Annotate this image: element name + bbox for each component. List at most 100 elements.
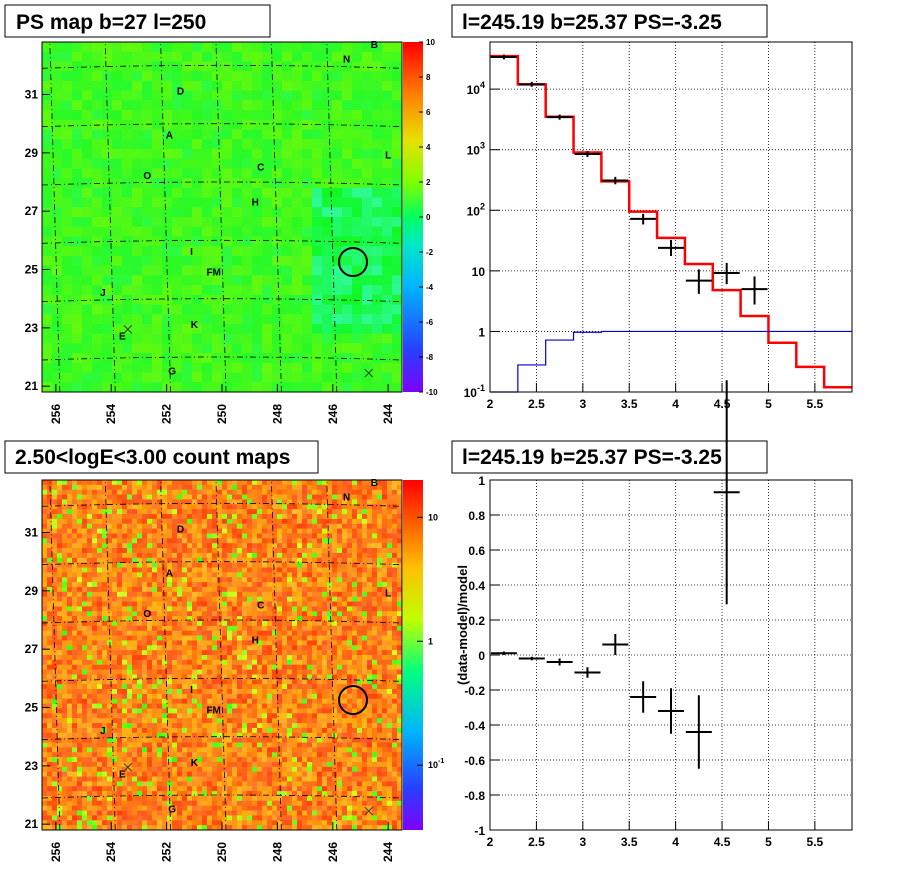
map-pixel (227, 670, 232, 675)
map-pixel (197, 553, 202, 558)
map-pixel (112, 636, 117, 641)
map-pixel (182, 266, 192, 276)
map-pixel (262, 207, 272, 217)
map-pixel (172, 592, 177, 597)
map-pixel (132, 820, 137, 825)
map-pixel (112, 495, 117, 500)
map-pixel (147, 587, 152, 592)
map-pixel (72, 295, 82, 305)
map-pixel (267, 533, 272, 538)
map-pixel (102, 718, 107, 723)
map-pixel (262, 382, 272, 392)
map-pixel (72, 168, 82, 178)
map-pixel (147, 631, 152, 636)
map-pixel (57, 597, 62, 602)
map-pixel (182, 499, 187, 504)
map-pixel (257, 738, 262, 743)
map-pixel (262, 373, 272, 383)
map-pixel (47, 582, 52, 587)
map-pixel (282, 684, 287, 689)
map-pixel (52, 679, 57, 684)
map-pixel (97, 495, 102, 500)
map-pixel (137, 548, 142, 553)
map-pixel (152, 236, 162, 246)
map-pixel (247, 568, 252, 573)
map-pixel (182, 786, 187, 791)
map-pixel (182, 110, 192, 120)
map-pixel (107, 519, 112, 524)
map-pixel (67, 490, 72, 495)
map-pixel (122, 533, 127, 538)
map-pixel (232, 236, 242, 246)
map-pixel (172, 504, 177, 509)
map-pixel (162, 665, 167, 670)
map-pixel (217, 582, 222, 587)
map-pixel (157, 533, 162, 538)
map-pixel (182, 757, 187, 762)
map-pixel (67, 674, 72, 679)
map-pixel (87, 791, 92, 796)
map-pixel (182, 767, 187, 772)
map-pixel (72, 227, 82, 237)
map-pixel (392, 324, 402, 334)
map-pixel (82, 645, 87, 650)
map-pixel (342, 275, 352, 285)
map-pixel (132, 548, 137, 553)
map-pixel (267, 572, 272, 577)
map-pixel (62, 130, 72, 140)
map-pixel (112, 519, 117, 524)
map-pixel (82, 689, 87, 694)
map-pixel (172, 343, 182, 353)
map-pixel (62, 568, 67, 573)
map-pixel (62, 373, 72, 383)
map-pixel (132, 363, 142, 373)
map-pixel (247, 592, 252, 597)
map-pixel (127, 577, 132, 582)
map-pixel (102, 52, 112, 62)
map-pixel (192, 670, 197, 675)
map-pixel (107, 660, 112, 665)
map-pixel (202, 767, 207, 772)
map-pixel (272, 694, 277, 699)
map-pixel (202, 159, 212, 169)
map-pixel (62, 796, 67, 801)
map-pixel (252, 236, 262, 246)
map-pixel (117, 597, 122, 602)
map-pixel (207, 655, 212, 660)
map-pixel (242, 178, 252, 188)
map-pixel (72, 781, 77, 786)
x-tick-label: 252 (160, 404, 174, 424)
map-pixel (257, 655, 262, 660)
map-pixel (202, 538, 207, 543)
map-pixel (117, 587, 122, 592)
map-pixel (272, 699, 277, 704)
map-pixel (82, 529, 87, 534)
map-pixel (192, 334, 202, 344)
map-pixel (102, 568, 107, 573)
map-pixel (212, 373, 222, 383)
map-pixel (282, 820, 287, 825)
map-pixel (392, 71, 402, 81)
map-pixel (237, 708, 242, 713)
map-pixel (42, 718, 47, 723)
map-pixel (192, 674, 197, 679)
map-pixel (192, 519, 197, 524)
map-pixel (172, 631, 177, 636)
map-pixel (182, 100, 192, 110)
map-pixel (67, 592, 72, 597)
map-pixel (42, 801, 47, 806)
map-pixel (197, 674, 202, 679)
map-pixel (57, 626, 62, 631)
map-pixel (207, 553, 212, 558)
map-pixel (62, 757, 67, 762)
map-pixel (177, 650, 182, 655)
map-pixel (232, 747, 237, 752)
map-pixel (72, 42, 82, 52)
map-pixel (42, 305, 52, 315)
map-pixel (112, 504, 117, 509)
map-pixel (292, 314, 302, 324)
map-pixel (112, 762, 117, 767)
map-pixel (232, 684, 237, 689)
map-pixel (252, 509, 257, 514)
map-pixel (252, 275, 262, 285)
